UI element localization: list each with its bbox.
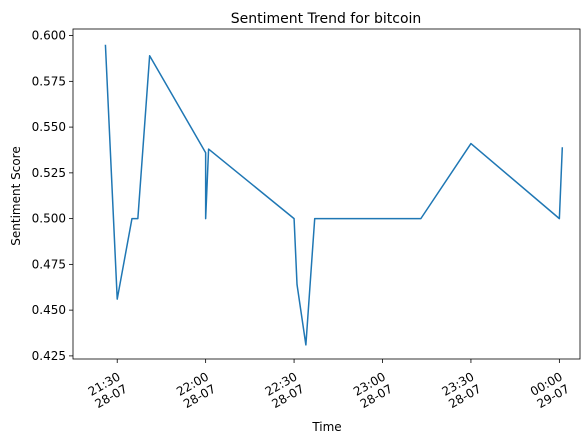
y-tick-label: 0.525	[32, 166, 66, 180]
y-tick-label: 0.425	[32, 349, 66, 363]
y-axis: 0.425 0.450 0.475 0.500 0.525 0.550 0.575 0.600	[32, 29, 73, 363]
y-tick-label: 0.575	[32, 74, 66, 88]
y-tick-label: 0.475	[32, 257, 66, 271]
x-axis-title: Time	[311, 420, 341, 434]
y-tick-label: 0.550	[32, 120, 66, 134]
y-tick-label: 0.600	[32, 29, 66, 43]
y-tick-label: 0.450	[32, 303, 66, 317]
chart-title: Sentiment Trend for bitcoin	[231, 11, 422, 27]
y-axis-title: Sentiment Score	[9, 146, 23, 245]
y-tick-label: 0.500	[32, 212, 66, 226]
sentiment-series-line	[104, 44, 564, 346]
plot-frame	[72, 28, 581, 360]
